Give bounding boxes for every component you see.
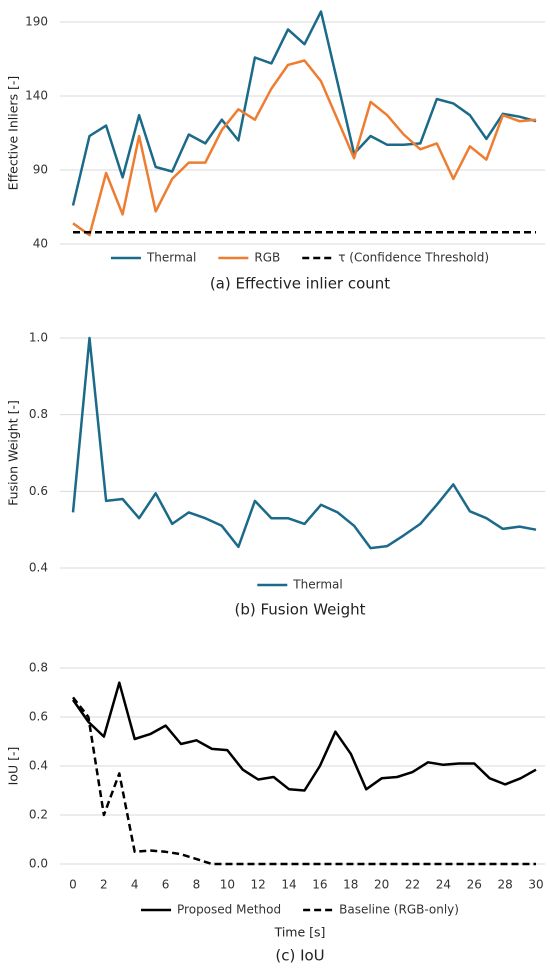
legend-label: Baseline (RGB-only) <box>339 903 459 917</box>
legend-label: RGB <box>254 251 280 265</box>
y-tick-label: 140 <box>25 89 48 103</box>
y-tick-label: 0.8 <box>29 661 48 675</box>
y-tick-label: 40 <box>33 237 48 251</box>
legend-label: Thermal <box>146 251 196 265</box>
y-tick-label: 0.6 <box>29 710 48 724</box>
x-tick-label: 20 <box>374 878 389 892</box>
legend-label: Thermal <box>292 578 342 592</box>
chart-title: (c) IoU <box>275 947 324 965</box>
series-line <box>72 59 537 237</box>
y-tick-label: 0.6 <box>29 484 48 498</box>
x-tick-label: 26 <box>467 878 482 892</box>
x-axis-label: Time [s] <box>274 925 326 940</box>
y-tick-label: 190 <box>25 15 48 29</box>
x-tick-label: 12 <box>251 878 266 892</box>
x-tick-label: 28 <box>497 878 512 892</box>
x-tick-label: 8 <box>193 878 201 892</box>
x-tick-label: 6 <box>162 878 170 892</box>
legend-label: Proposed Method <box>177 903 281 917</box>
y-tick-label: 0.4 <box>29 561 48 575</box>
y-tick-label: 0.4 <box>29 759 48 773</box>
y-axis-label: Effective Inliers [-] <box>6 76 21 191</box>
legend-label: τ (Confidence Threshold) <box>338 251 489 265</box>
y-axis-label: IoU [-] <box>6 747 21 786</box>
x-tick-label: 16 <box>312 878 327 892</box>
x-tick-label: 4 <box>131 878 139 892</box>
series-line <box>71 336 537 550</box>
series-line <box>72 696 536 866</box>
x-tick-label: 14 <box>281 878 296 892</box>
y-tick-label: 1.0 <box>29 331 48 345</box>
x-tick-label: 10 <box>220 878 235 892</box>
chart-title: (b) Fusion Weight <box>234 601 365 619</box>
series-line <box>71 10 537 206</box>
y-tick-label: 0.2 <box>29 808 48 822</box>
y-tick-label: 0.8 <box>29 407 48 421</box>
y-axis-label: Fusion Weight [-] <box>6 400 21 506</box>
series-line <box>71 681 537 792</box>
y-tick-label: 0.0 <box>29 857 48 871</box>
x-tick-label: 2 <box>100 878 108 892</box>
x-tick-label: 18 <box>343 878 358 892</box>
chart-title: (a) Effective inlier count <box>210 275 390 293</box>
y-tick-label: 90 <box>33 163 48 177</box>
x-tick-label: 22 <box>405 878 420 892</box>
x-tick-label: 0 <box>69 878 77 892</box>
x-tick-label: 24 <box>436 878 451 892</box>
x-tick-label: 30 <box>528 878 543 892</box>
